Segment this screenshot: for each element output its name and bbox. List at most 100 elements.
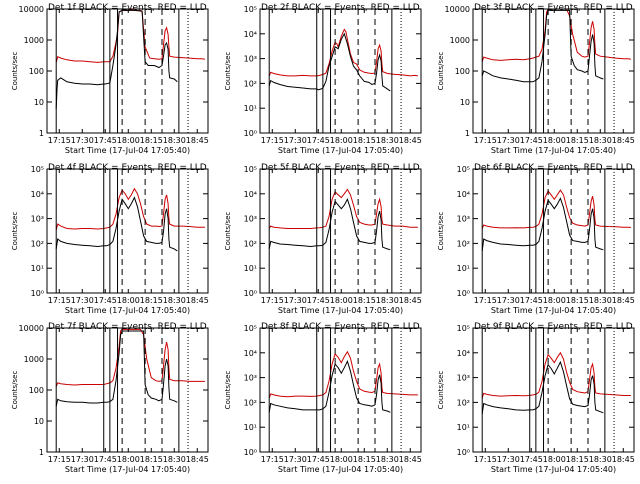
chart-panel: 17:15 17:30 17:45 18:00 18:15 18:30 18:45 10⁰ 10… — [224, 322, 422, 474]
y-tick-label: 10³ — [457, 215, 470, 224]
y-tick-label: 10³ — [457, 374, 470, 383]
events-series-line — [55, 330, 178, 407]
y-tick-label: 10⁴ — [31, 190, 44, 199]
chart-title: Det 9f BLACK = Events, RED = LLD — [474, 322, 633, 332]
x-tick-label: 18:45 — [399, 136, 422, 145]
x-tick-label: 18:15 — [353, 296, 376, 305]
x-tick-label: 18:30 — [376, 136, 399, 145]
y-tick-label: 100 — [29, 386, 44, 395]
chart-panel: 17:15 17:30 17:45 18:00 18:15 18:30 18:45 1 10 10… — [11, 322, 209, 474]
x-tick-label: 18:30 — [376, 455, 399, 464]
y-axis-label: Counts/sec — [437, 212, 445, 251]
plot-frame — [259, 8, 422, 134]
y-tick-label: 10 — [34, 417, 44, 426]
y-tick-label: 10² — [244, 79, 257, 88]
y-tick-label: 10² — [244, 398, 257, 407]
x-tick-label: 18:00 — [117, 455, 140, 464]
chart-title: Det 8f BLACK = Events, RED = LLD — [261, 322, 420, 332]
events-series-line — [481, 9, 604, 83]
lld-series-line — [481, 189, 631, 229]
y-axis-label: Counts/sec — [224, 212, 232, 251]
y-tick-label: 10⁴ — [244, 349, 257, 358]
plot-frame — [46, 8, 209, 134]
x-tick-label: 18:15 — [140, 296, 163, 305]
y-tick-label: 1000 — [450, 36, 470, 45]
x-tick-label: 18:30 — [376, 296, 399, 305]
chart-title: Det 7f BLACK = Events, RED = LLD — [48, 322, 207, 332]
chart-title: Det 5f BLACK = Events, RED = LLD — [261, 163, 420, 173]
y-tick-label: 10⁴ — [244, 190, 257, 199]
chart-title: Det 6f BLACK = Events, RED = LLD — [474, 163, 633, 173]
lld-series-line — [268, 28, 418, 77]
y-tick-label: 100 — [455, 67, 470, 76]
chart-panel: 17:15 17:30 17:45 18:00 18:15 18:30 18:45 10⁰ 10… — [437, 322, 635, 474]
x-tick-label: 17:30 — [71, 455, 94, 464]
x-tick-label: 18:45 — [612, 296, 635, 305]
x-tick-label: 18:00 — [330, 296, 353, 305]
events-series-line — [268, 360, 391, 413]
y-tick-label: 100 — [29, 67, 44, 76]
plot-frame — [46, 327, 209, 453]
chart-title: Det 1f BLACK = Events, RED = LLD — [48, 3, 207, 13]
x-tick-label: 18:30 — [163, 136, 186, 145]
x-tick-label: 18:00 — [543, 296, 566, 305]
x-tick-label: 18:30 — [589, 455, 612, 464]
x-tick-label: 17:30 — [497, 455, 520, 464]
y-tick-label: 10⁵ — [31, 165, 44, 174]
x-axis-label: Start Time (17-Jul-04 17:05:40) — [278, 146, 403, 155]
y-tick-label: 10³ — [31, 215, 44, 224]
x-tick-label: 18:15 — [353, 136, 376, 145]
lld-series-line — [268, 188, 418, 229]
y-tick-label: 10² — [457, 239, 470, 248]
events-series-line — [55, 196, 178, 252]
x-tick-label: 18:00 — [330, 455, 353, 464]
x-axis-label: Start Time (17-Jul-04 17:05:40) — [491, 146, 616, 155]
events-series-line — [481, 197, 604, 251]
chart-panel: 17:15 17:30 17:45 18:00 18:15 18:30 18:45 10⁰ 10… — [11, 163, 209, 315]
plot-frame — [472, 168, 635, 294]
y-axis-label: Counts/sec — [437, 52, 445, 91]
y-tick-label: 10000 — [19, 324, 44, 333]
x-tick-label: 17:15 — [474, 455, 497, 464]
y-tick-label: 10 — [34, 98, 44, 107]
x-axis-label: Start Time (17-Jul-04 17:05:40) — [491, 465, 616, 474]
y-tick-label: 10² — [31, 239, 44, 248]
x-tick-label: 18:30 — [163, 296, 186, 305]
y-axis-label: Counts/sec — [437, 371, 445, 410]
x-tick-label: 17:15 — [48, 455, 71, 464]
x-axis-label: Start Time (17-Jul-04 17:05:40) — [278, 306, 403, 315]
x-tick-label: 17:30 — [497, 136, 520, 145]
x-tick-label: 17:15 — [474, 296, 497, 305]
y-tick-label: 1000 — [24, 36, 44, 45]
y-axis-label: Counts/sec — [224, 52, 232, 91]
y-tick-label: 10⁵ — [244, 324, 257, 333]
y-tick-label: 1 — [39, 129, 44, 138]
x-tick-label: 17:15 — [48, 136, 71, 145]
y-tick-label: 10⁰ — [457, 448, 470, 457]
y-tick-label: 1 — [465, 129, 470, 138]
x-tick-label: 17:15 — [261, 296, 284, 305]
events-series-line — [481, 360, 604, 414]
y-tick-label: 10¹ — [31, 264, 44, 273]
y-tick-label: 10¹ — [244, 423, 257, 432]
y-axis-label: Counts/sec — [11, 212, 19, 251]
x-tick-label: 18:45 — [399, 455, 422, 464]
x-tick-label: 18:15 — [566, 296, 589, 305]
plot-frame — [259, 168, 422, 294]
x-tick-label: 18:00 — [330, 136, 353, 145]
x-tick-label: 18:30 — [589, 296, 612, 305]
y-tick-label: 10 — [460, 98, 470, 107]
y-tick-label: 10⁰ — [244, 448, 257, 457]
x-tick-label: 17:15 — [48, 296, 71, 305]
y-tick-label: 10³ — [244, 374, 257, 383]
x-axis-label: Start Time (17-Jul-04 17:05:40) — [491, 306, 616, 315]
x-tick-label: 17:15 — [474, 136, 497, 145]
y-tick-label: 10⁵ — [244, 165, 257, 174]
lld-series-line — [55, 187, 205, 231]
y-tick-label: 10000 — [445, 5, 470, 14]
chart-panel: 17:15 17:30 17:45 18:00 18:15 18:30 18:45 1 10 10… — [11, 3, 209, 155]
x-tick-label: 17:15 — [261, 455, 284, 464]
y-tick-label: 10⁴ — [244, 30, 257, 39]
y-tick-label: 10³ — [244, 215, 257, 224]
